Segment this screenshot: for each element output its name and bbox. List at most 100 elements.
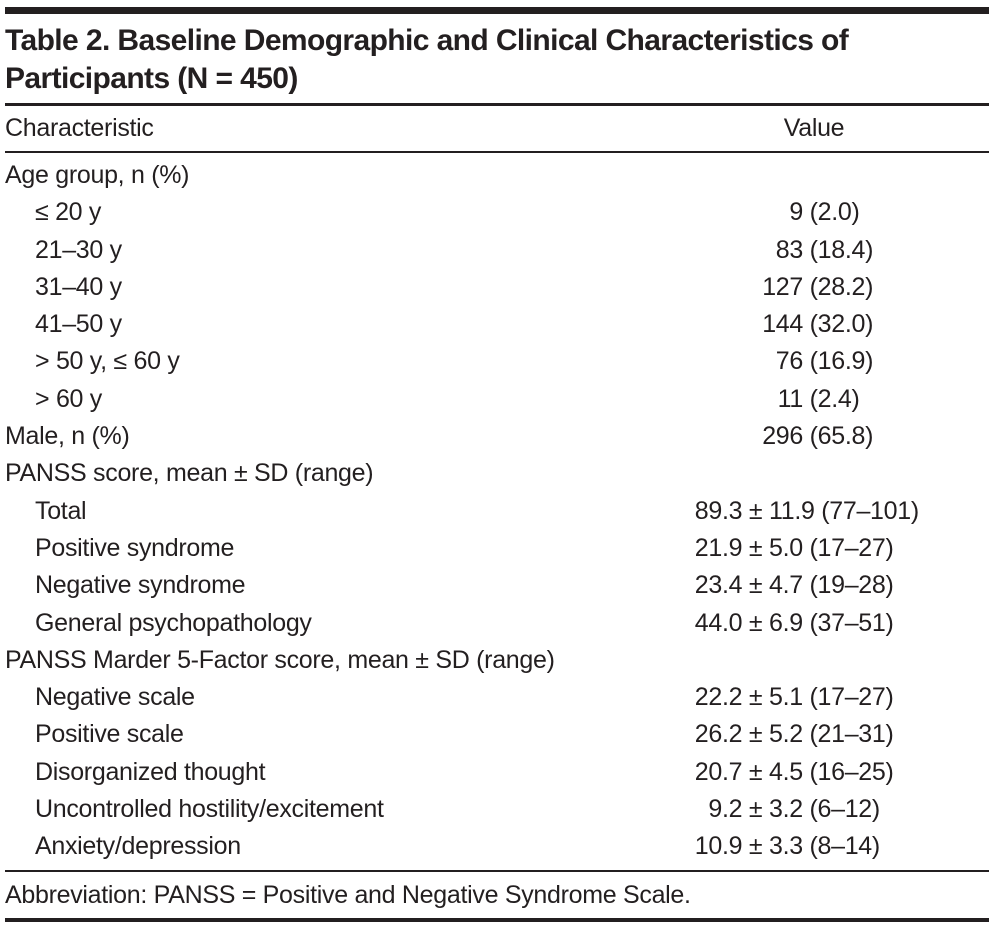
- row-value-number: 44: [694, 608, 723, 637]
- row-value: 127 (28.2): [639, 269, 989, 306]
- row-characteristic: PANSS Marder 5-Factor score, mean ± SD (…: [5, 645, 555, 674]
- table-row: PANSS score, mean ± SD (range): [5, 455, 989, 492]
- row-value-number: 26: [694, 720, 723, 749]
- table-title-line-2: Participants (N = 450): [5, 62, 298, 95]
- row-value: 26.2 ± 5.2 (21–31): [639, 716, 989, 753]
- row-value-number: 20: [694, 757, 723, 786]
- row-value: 21.9 ± 5.0 (17–27): [639, 530, 989, 567]
- row-value-number: 22: [694, 683, 723, 712]
- row-value: 20.7 ± 4.5 (16–25): [639, 754, 989, 791]
- table-row: > 60 y 11 (2.4): [5, 381, 989, 418]
- row-value: 89.3 ± 11.9 (77–101): [639, 493, 989, 530]
- table-row: ≤ 20 y 9 (2.0): [5, 194, 989, 231]
- row-value-detail: (18.4): [803, 235, 874, 264]
- table-row: Negative scale 22.2 ± 5.1 (17–27): [5, 679, 989, 716]
- row-value-detail: (65.8): [803, 422, 874, 451]
- row-value-detail: .2 ± 5.2 (21–31): [722, 720, 894, 749]
- row-value-number: 296: [762, 422, 803, 451]
- row-characteristic: Positive syndrome: [35, 533, 235, 562]
- row-value-detail: (16.9): [803, 347, 874, 376]
- row-characteristic: Uncontrolled hostility/excitement: [35, 795, 384, 824]
- row-characteristic: Positive scale: [35, 720, 184, 749]
- header-rule: [5, 150, 989, 153]
- row-value-number: [639, 642, 722, 679]
- row-value: 10.9 ± 3.3 (8–14): [639, 828, 989, 865]
- row-value-detail: .3 ± 11.9 (77–101): [722, 496, 919, 525]
- row-value-detail: (2.4): [803, 384, 860, 413]
- row-characteristic: ≤ 20 y: [35, 198, 102, 227]
- row-value-number: 10: [694, 832, 723, 861]
- row-value-detail: .7 ± 4.5 (16–25): [722, 757, 894, 786]
- row-characteristic: Negative syndrome: [35, 571, 246, 600]
- column-header-row: Characteristic Value: [5, 106, 989, 151]
- table-title-line-1: Table 2. Baseline Demographic and Clinic…: [5, 24, 849, 57]
- table-row: Age group, n (%): [5, 157, 989, 194]
- table-row: Male, n (%) 296 (65.8): [5, 418, 989, 455]
- row-characteristic: Disorganized thought: [35, 757, 266, 786]
- row-characteristic: Anxiety/depression: [35, 832, 241, 861]
- row-value-detail: (2.0): [803, 198, 860, 227]
- row-value-number: 21: [694, 533, 723, 562]
- row-value: 9 (2.0): [639, 194, 989, 231]
- column-header-characteristic: Characteristic: [5, 113, 154, 142]
- row-value-number: 11: [777, 384, 804, 413]
- row-value: 83 (18.4): [639, 232, 989, 269]
- row-value: 144 (32.0): [639, 306, 989, 343]
- row-value-detail: .4 ± 4.7 (19–28): [722, 571, 894, 600]
- table-row: Anxiety/depression 10.9 ± 3.3 (8–14): [5, 828, 989, 865]
- row-value-detail: .2 ± 3.2 (6–12): [722, 795, 880, 824]
- table-row: 21–30 y 83 (18.4): [5, 232, 989, 269]
- row-value-number: 144: [762, 310, 803, 339]
- row-value: 9.2 ± 3.2 (6–12): [639, 791, 989, 828]
- row-value: [639, 157, 989, 194]
- row-characteristic: Negative scale: [35, 683, 195, 712]
- abbreviation-note: Abbreviation: PANSS = Positive and Negat…: [5, 881, 691, 910]
- table-row: Disorganized thought 20.7 ± 4.5 (16–25): [5, 754, 989, 791]
- row-value: 296 (65.8): [639, 418, 989, 455]
- row-characteristic: Age group, n (%): [5, 161, 190, 189]
- table-row: > 50 y, ≤ 60 y 76 (16.9): [5, 343, 989, 380]
- row-value-number: 89: [694, 496, 723, 525]
- row-value: 23.4 ± 4.7 (19–28): [639, 567, 989, 604]
- row-value-detail: .9 ± 3.3 (8–14): [722, 832, 880, 861]
- row-value: [639, 455, 989, 492]
- row-value-number: 9: [708, 795, 722, 824]
- row-value-number: 83: [775, 235, 804, 264]
- row-value-number: 23: [694, 571, 723, 600]
- row-value-detail: .2 ± 5.1 (17–27): [722, 683, 894, 712]
- row-value-detail: (28.2): [803, 272, 874, 301]
- row-characteristic: General psychopathology: [35, 608, 312, 637]
- table-row: Uncontrolled hostility/excitement 9.2 ± …: [5, 791, 989, 828]
- table-body: Age group, n (%) ≤ 20 y 9 (2.0) 21–30 y …: [5, 153, 989, 870]
- table-row: PANSS Marder 5-Factor score, mean ± SD (…: [5, 642, 989, 679]
- row-value: 11 (2.4): [639, 381, 989, 418]
- row-characteristic: PANSS score, mean ± SD (range): [5, 459, 374, 488]
- table-row: Total 89.3 ± 11.9 (77–101): [5, 493, 989, 530]
- row-value: 76 (16.9): [639, 343, 989, 380]
- table-row: 41–50 y 144 (32.0): [5, 306, 989, 343]
- row-characteristic: > 60 y: [35, 384, 102, 413]
- row-value-detail: .0 ± 6.9 (37–51): [722, 608, 894, 637]
- row-value-detail: .9 ± 5.0 (17–27): [722, 533, 894, 562]
- row-characteristic: 41–50 y: [35, 310, 122, 339]
- row-value-number: [639, 157, 803, 194]
- title-rule: [5, 103, 989, 106]
- row-value: 44.0 ± 6.9 (37–51): [639, 605, 989, 642]
- column-header-value: Value: [783, 113, 845, 142]
- table-title: Table 2. Baseline Demographic and Clinic…: [5, 22, 989, 98]
- row-value-number: 76: [775, 347, 804, 376]
- row-value-number: [639, 455, 722, 492]
- bottom-rule: [5, 918, 989, 923]
- table-row: General psychopathology 44.0 ± 6.9 (37–5…: [5, 605, 989, 642]
- row-value-number: 9: [789, 198, 803, 227]
- row-value: 22.2 ± 5.1 (17–27): [639, 679, 989, 716]
- row-characteristic: 31–40 y: [35, 272, 122, 301]
- row-characteristic: Total: [35, 496, 87, 525]
- row-characteristic: 21–30 y: [35, 235, 122, 264]
- row-value-detail: (32.0): [803, 310, 874, 339]
- row-characteristic: > 50 y, ≤ 60 y: [35, 347, 180, 376]
- row-value-number: 127: [762, 272, 803, 301]
- table-row: Positive syndrome 21.9 ± 5.0 (17–27): [5, 530, 989, 567]
- footer-rule: [5, 869, 989, 873]
